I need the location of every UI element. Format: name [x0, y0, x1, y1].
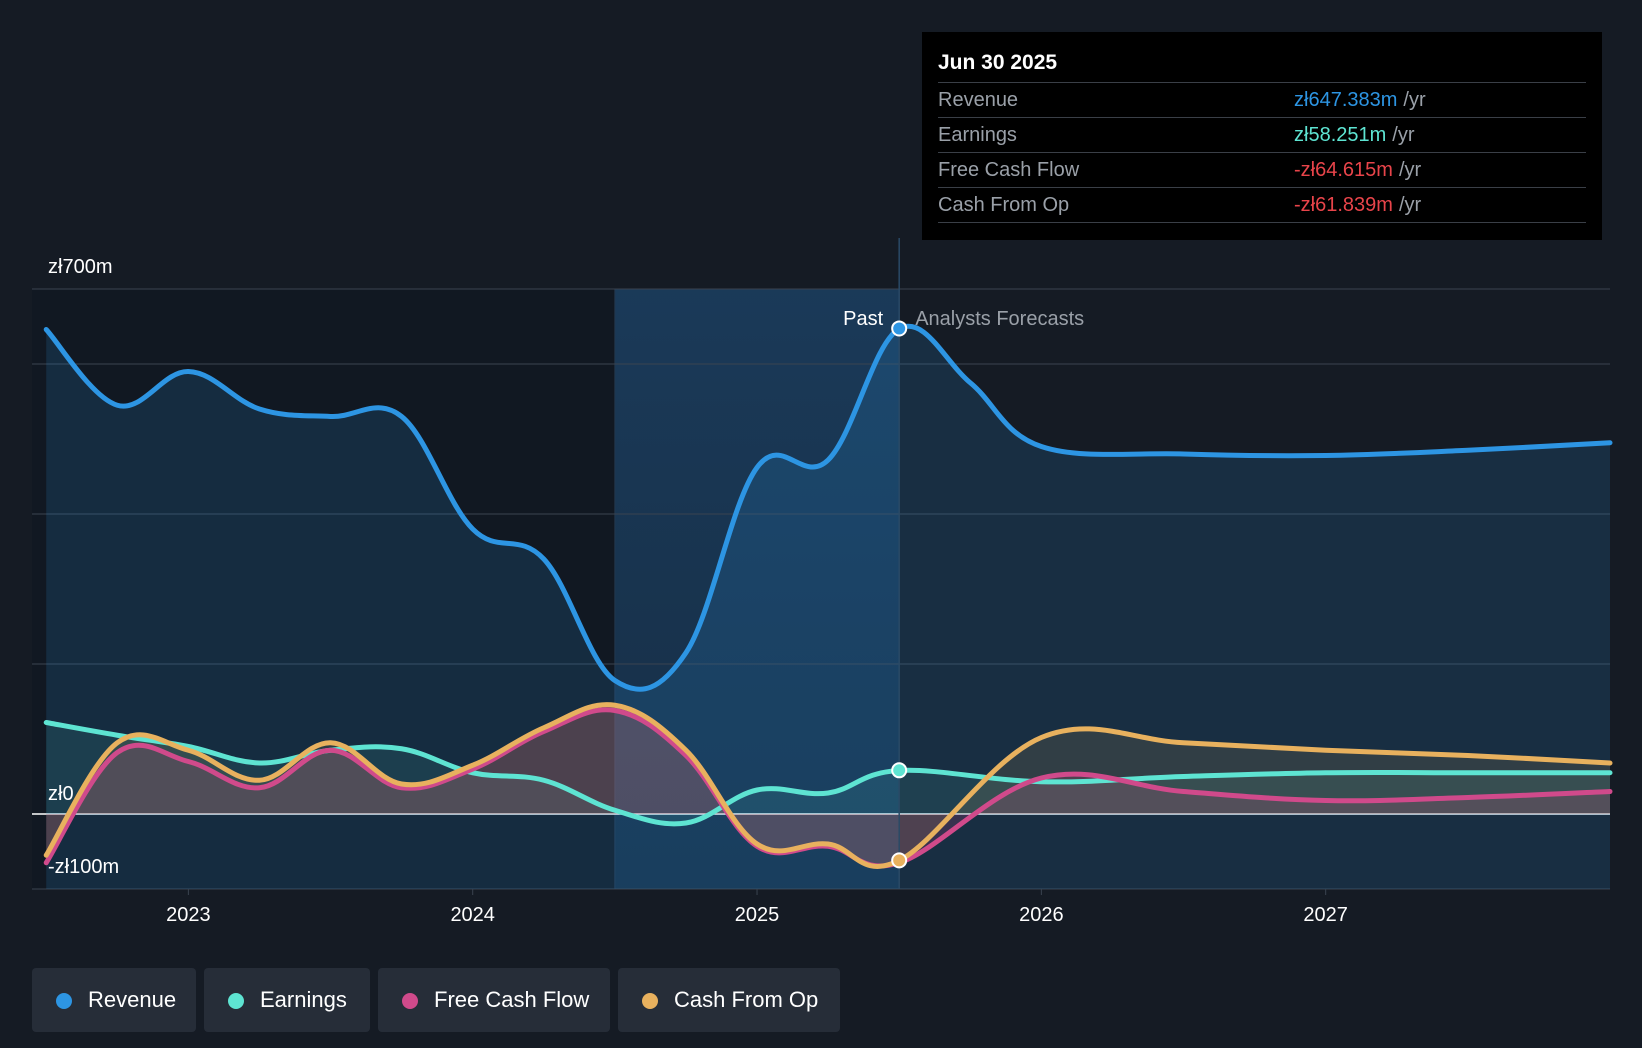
legend-label: Revenue — [88, 987, 177, 1012]
y-axis-label: zł700m — [48, 256, 112, 278]
cash-from-op-marker — [891, 852, 908, 869]
y-axis-label: zł0 — [48, 783, 74, 805]
free-cash-flow-area — [46, 709, 1611, 867]
past-label: Past — [843, 308, 883, 330]
tooltip-row-earnings: Earnings zł58.251m/yr — [938, 118, 1586, 153]
free-cash-flow-line — [43, 707, 1613, 869]
legend-label: Free Cash Flow — [434, 987, 590, 1012]
tooltip-row-cash-from-op: Cash From Op -zł61.839m/yr — [938, 188, 1586, 223]
earnings-area — [46, 722, 1611, 824]
tooltip-date: Jun 30 2025 — [938, 48, 1586, 83]
tooltip-label: Revenue — [938, 89, 1019, 111]
x-axis-label: 2023 — [166, 904, 211, 926]
cash-from-op-line — [43, 702, 1613, 869]
tooltip-row-free-cash-flow: Free Cash Flow -zł64.615m/yr — [938, 153, 1586, 188]
tooltip-label: Cash From Op — [938, 194, 1070, 216]
tooltip-unit: /yr — [1403, 89, 1426, 111]
legend-label: Earnings — [260, 987, 347, 1012]
revenue-marker — [891, 320, 908, 337]
tooltip-value: zł647.383m — [1294, 89, 1398, 111]
analysts-forecasts-label: Analysts Forecasts — [915, 308, 1084, 330]
legend-label: Cash From Op — [674, 987, 819, 1012]
tooltip-unit: /yr — [1392, 124, 1415, 146]
tooltip-unit: /yr — [1398, 159, 1422, 181]
tooltip-value: -zł61.839m — [1294, 194, 1393, 216]
revenue-dot-icon — [56, 993, 72, 1009]
legend-item-cash-from-op[interactable]: Cash From Op — [618, 968, 840, 1032]
legend-item-earnings[interactable]: Earnings — [204, 968, 370, 1032]
revenue-area — [46, 326, 1611, 889]
tooltip-unit: /yr — [1398, 194, 1422, 216]
x-axis-label: 2027 — [1303, 904, 1348, 926]
y-axis-label: -zł100m — [48, 856, 119, 878]
tooltip-value: -zł64.615m — [1294, 159, 1393, 181]
earnings-dot-icon — [228, 993, 244, 1009]
legend-item-revenue[interactable]: Revenue — [32, 968, 196, 1032]
x-axis-label: 2026 — [1019, 904, 1064, 926]
earnings-marker — [891, 762, 908, 779]
free-cash-flow-dot-icon — [402, 993, 418, 1009]
tooltip-value: zł58.251m — [1294, 124, 1387, 146]
tooltip-panel: Jun 30 2025 Revenue zł647.383m/yr Earnin… — [922, 32, 1602, 240]
legend-item-free-cash-flow[interactable]: Free Cash Flow — [378, 968, 610, 1032]
tooltip-label: Earnings — [938, 124, 1017, 146]
cash-from-op-dot-icon — [642, 993, 658, 1009]
revenue-line — [43, 323, 1613, 692]
x-axis-label: 2024 — [450, 904, 495, 926]
past-background — [32, 289, 615, 889]
tooltip-row-revenue: Revenue zł647.383m/yr — [938, 83, 1586, 118]
earnings-line — [43, 720, 1613, 827]
tooltip-label: Free Cash Flow — [938, 159, 1080, 181]
x-axis-label: 2025 — [735, 904, 780, 926]
